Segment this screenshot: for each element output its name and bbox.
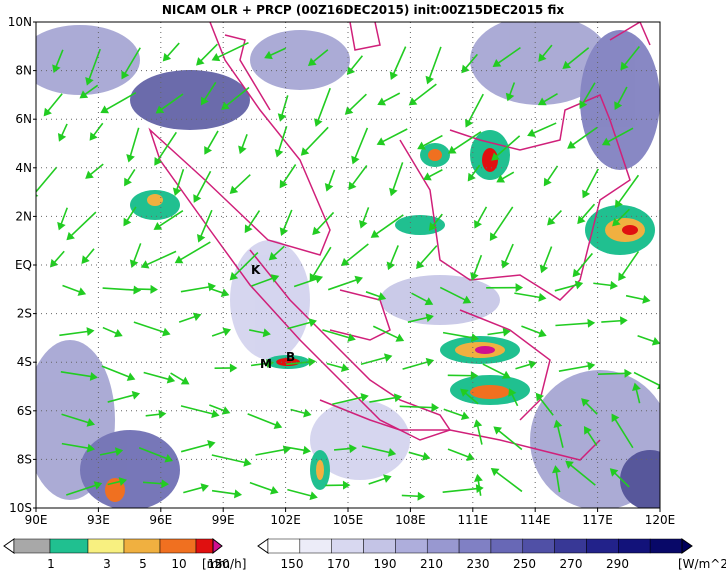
legend-arrow bbox=[213, 539, 222, 553]
lon-label: 93E bbox=[87, 513, 110, 527]
legend-label: 250 bbox=[513, 557, 536, 571]
legend-swatch bbox=[196, 539, 213, 553]
lon-label: 102E bbox=[270, 513, 301, 527]
lon-label: 117E bbox=[582, 513, 613, 527]
lat-label: 10S bbox=[9, 501, 32, 515]
legend-swatch bbox=[427, 539, 459, 553]
legend-label: 150 bbox=[281, 557, 304, 571]
lat-label: EQ bbox=[15, 258, 32, 272]
place-label: K bbox=[251, 263, 261, 277]
legend-swatch bbox=[523, 539, 555, 553]
legend-swatch bbox=[618, 539, 650, 553]
legend-label: 270 bbox=[560, 557, 583, 571]
legend-swatch bbox=[332, 539, 364, 553]
legend-label: 170 bbox=[327, 557, 350, 571]
legend-label: 190 bbox=[374, 557, 397, 571]
title: NICAM OLR + PRCP (00Z16DEC2015) init:00Z… bbox=[162, 3, 564, 17]
legend-swatch bbox=[395, 539, 427, 553]
legend-swatch bbox=[650, 539, 682, 553]
legend-unit: [W/m^2] bbox=[678, 557, 726, 571]
place-label: B bbox=[286, 350, 295, 364]
lon-label: 111E bbox=[458, 513, 489, 527]
legend-swatch bbox=[50, 539, 88, 553]
lat-label: 4N bbox=[15, 161, 32, 175]
lat-label: 4S bbox=[17, 355, 32, 369]
lat-label: 6N bbox=[15, 112, 32, 126]
legend-label: 10 bbox=[171, 557, 186, 571]
place-label: M bbox=[260, 357, 272, 371]
lon-label: 90E bbox=[25, 513, 48, 527]
lat-label: 2N bbox=[15, 209, 32, 223]
legend-swatch bbox=[364, 539, 396, 553]
lon-label: 114E bbox=[520, 513, 551, 527]
legend-swatch bbox=[491, 539, 523, 553]
lat-label: 6S bbox=[17, 404, 32, 418]
legend-swatch bbox=[555, 539, 587, 553]
legend-swatch bbox=[14, 539, 50, 553]
lon-label: 108E bbox=[395, 513, 426, 527]
legend-arrow bbox=[682, 539, 692, 553]
lon-label: 120E bbox=[645, 513, 676, 527]
legend-label: 1 bbox=[47, 557, 55, 571]
legend-label: 5 bbox=[139, 557, 147, 571]
legend-swatch bbox=[88, 539, 124, 553]
legend-swatch bbox=[268, 539, 300, 553]
legend-swatch bbox=[459, 539, 491, 553]
legend-label: 230 bbox=[467, 557, 490, 571]
lon-label: 99E bbox=[212, 513, 235, 527]
map-area: K M B bbox=[20, 15, 680, 510]
lon-label: 96E bbox=[149, 513, 172, 527]
lat-label: 8S bbox=[17, 452, 32, 466]
legend-swatch bbox=[300, 539, 332, 553]
legend-swatch bbox=[586, 539, 618, 553]
lon-label: 105E bbox=[333, 513, 364, 527]
legend-unit: [mm/h] bbox=[202, 557, 246, 571]
legend-swatch bbox=[160, 539, 196, 553]
lat-label: 10N bbox=[8, 15, 32, 29]
legend-arrow bbox=[4, 539, 14, 553]
legend-label: 290 bbox=[606, 557, 629, 571]
legend-label: 210 bbox=[420, 557, 443, 571]
lat-label: 8N bbox=[15, 64, 32, 78]
legend-arrow bbox=[258, 539, 268, 553]
lat-label: 2S bbox=[17, 307, 32, 321]
legend-label: 3 bbox=[103, 557, 111, 571]
legend-swatch bbox=[124, 539, 160, 553]
